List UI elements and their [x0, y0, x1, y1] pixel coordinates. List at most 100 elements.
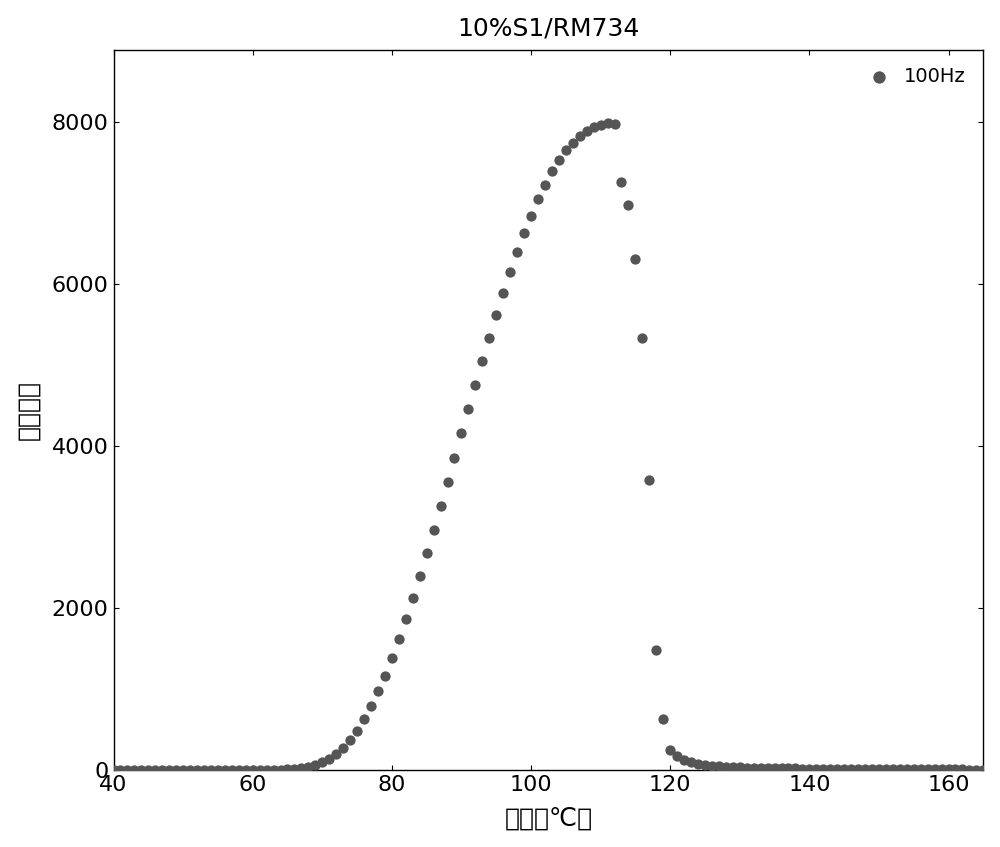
100Hz [509, 246, 525, 259]
100Hz [718, 760, 734, 773]
100Hz [273, 763, 289, 777]
100Hz [453, 427, 469, 440]
100Hz [600, 117, 616, 130]
100Hz [947, 762, 963, 776]
100Hz [676, 753, 692, 767]
100Hz [871, 762, 887, 776]
100Hz [711, 760, 727, 773]
100Hz [975, 763, 991, 777]
100Hz [725, 761, 741, 774]
Legend: 100Hz: 100Hz [852, 59, 974, 94]
100Hz [231, 763, 247, 777]
100Hz [189, 763, 205, 777]
100Hz [704, 759, 720, 772]
100Hz [126, 763, 142, 777]
100Hz [767, 761, 783, 775]
100Hz [321, 752, 337, 766]
100Hz [168, 763, 184, 777]
100Hz [934, 762, 950, 776]
100Hz [140, 763, 156, 777]
100Hz [794, 761, 810, 775]
100Hz [119, 763, 135, 777]
100Hz [488, 308, 504, 322]
100Hz [440, 475, 456, 489]
100Hz [112, 763, 128, 777]
100Hz [544, 164, 560, 178]
100Hz [808, 762, 824, 776]
100Hz [530, 192, 546, 206]
100Hz [349, 724, 365, 738]
100Hz [579, 125, 595, 138]
100Hz [627, 252, 643, 266]
100Hz [607, 117, 623, 130]
100Hz [941, 762, 957, 776]
100Hz [266, 763, 282, 777]
Title: 10%S1/RM734: 10%S1/RM734 [457, 17, 640, 41]
100Hz [286, 762, 302, 776]
100Hz [210, 763, 226, 777]
100Hz [593, 118, 609, 131]
100Hz [300, 761, 316, 774]
100Hz [363, 700, 379, 713]
100Hz [495, 286, 511, 300]
100Hz [822, 762, 838, 776]
100Hz [662, 744, 678, 757]
100Hz [634, 331, 650, 345]
100Hz [398, 612, 414, 626]
100Hz [572, 130, 588, 143]
100Hz [648, 644, 664, 657]
100Hz [780, 761, 796, 775]
100Hz [815, 762, 831, 776]
100Hz [377, 669, 393, 683]
100Hz [481, 331, 497, 345]
100Hz [419, 546, 435, 560]
X-axis label: 温度（℃）: 温度（℃） [504, 806, 592, 830]
100Hz [252, 763, 268, 777]
100Hz [147, 763, 163, 777]
100Hz [370, 684, 386, 698]
100Hz [279, 762, 295, 776]
100Hz [850, 762, 866, 776]
100Hz [732, 761, 748, 774]
100Hz [843, 762, 859, 776]
100Hz [502, 265, 518, 279]
100Hz [655, 712, 671, 726]
100Hz [460, 402, 476, 416]
100Hz [899, 762, 915, 776]
100Hz [801, 762, 817, 776]
100Hz [259, 763, 275, 777]
100Hz [760, 761, 776, 775]
100Hz [857, 762, 873, 776]
100Hz [245, 763, 261, 777]
100Hz [774, 761, 790, 775]
100Hz [433, 500, 449, 513]
100Hz [328, 747, 344, 761]
100Hz [613, 175, 629, 189]
100Hz [620, 198, 636, 212]
100Hz [356, 712, 372, 726]
100Hz [412, 569, 428, 583]
100Hz [238, 763, 254, 777]
100Hz [405, 591, 421, 605]
100Hz [391, 633, 407, 646]
100Hz [690, 757, 706, 771]
100Hz [739, 761, 755, 774]
100Hz [787, 761, 803, 775]
100Hz [537, 178, 553, 191]
100Hz [961, 763, 977, 777]
100Hz [293, 761, 309, 775]
100Hz [968, 763, 984, 777]
100Hz [217, 763, 233, 777]
100Hz [746, 761, 762, 775]
100Hz [133, 763, 149, 777]
100Hz [467, 378, 483, 391]
100Hz [697, 758, 713, 772]
100Hz [523, 209, 539, 223]
100Hz [558, 143, 574, 157]
100Hz [154, 763, 170, 777]
100Hz [203, 763, 219, 777]
100Hz [669, 750, 685, 763]
100Hz [314, 756, 330, 769]
100Hz [342, 734, 358, 747]
100Hz [224, 763, 240, 777]
